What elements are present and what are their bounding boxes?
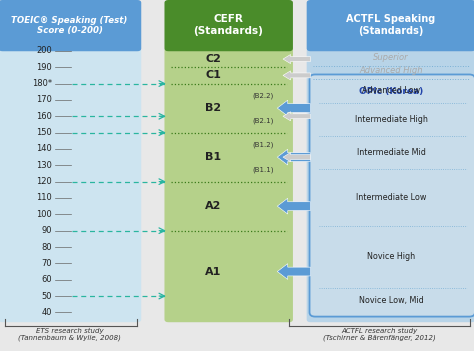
Text: (B1.2): (B1.2) [252, 141, 274, 148]
FancyBboxPatch shape [0, 0, 141, 51]
Text: 120: 120 [36, 177, 52, 186]
Text: Novice High: Novice High [367, 252, 415, 261]
Text: ACTFL research study: ACTFL research study [341, 327, 417, 334]
Text: ETS research study: ETS research study [36, 327, 103, 334]
FancyArrow shape [277, 100, 310, 116]
Text: A2: A2 [205, 201, 221, 211]
Text: 190: 190 [36, 63, 52, 72]
Text: A1: A1 [205, 266, 221, 277]
FancyArrow shape [277, 198, 310, 214]
Text: Superior: Superior [373, 53, 409, 62]
Text: 50: 50 [42, 292, 52, 300]
Text: 110: 110 [36, 193, 52, 203]
Text: 70: 70 [42, 259, 52, 268]
FancyBboxPatch shape [0, 48, 141, 322]
FancyBboxPatch shape [164, 0, 293, 51]
Text: CEFR
(Standards): CEFR (Standards) [193, 14, 264, 36]
Text: 180*: 180* [32, 79, 52, 88]
Text: OPIc (Korea): OPIc (Korea) [359, 87, 423, 97]
FancyBboxPatch shape [164, 48, 293, 322]
FancyArrow shape [283, 71, 310, 80]
Text: 140: 140 [36, 145, 52, 153]
FancyBboxPatch shape [307, 48, 474, 322]
FancyArrow shape [283, 112, 310, 121]
Text: B2: B2 [205, 103, 221, 113]
Text: 40: 40 [42, 308, 52, 317]
Text: Advanced High: Advanced High [359, 66, 423, 75]
FancyArrow shape [277, 264, 310, 279]
Text: 200: 200 [36, 46, 52, 55]
Text: B1: B1 [205, 152, 221, 162]
Text: (Tannenbaum & Wylie, 2008): (Tannenbaum & Wylie, 2008) [18, 335, 121, 341]
Text: C1: C1 [205, 71, 221, 80]
Text: 170: 170 [36, 95, 52, 105]
Text: 80: 80 [42, 243, 52, 252]
Text: TOEIC® Speaking (Test)
Score (0-200): TOEIC® Speaking (Test) Score (0-200) [11, 15, 128, 35]
Text: 90: 90 [42, 226, 52, 235]
FancyBboxPatch shape [310, 74, 474, 317]
Text: ACTFL Speaking
(Standards): ACTFL Speaking (Standards) [346, 14, 436, 36]
FancyArrow shape [283, 54, 310, 64]
FancyBboxPatch shape [307, 0, 474, 51]
Text: C2: C2 [205, 54, 221, 64]
Text: 60: 60 [42, 275, 52, 284]
FancyArrow shape [283, 153, 310, 162]
Text: Intermediate Low: Intermediate Low [356, 193, 426, 202]
Text: Novice Low, Mid: Novice Low, Mid [359, 296, 423, 305]
Text: (Tschirner & Bärenfänger, 2012): (Tschirner & Bärenfänger, 2012) [323, 335, 436, 341]
Text: (B1.1): (B1.1) [252, 166, 274, 173]
FancyArrow shape [277, 149, 310, 165]
Text: 100: 100 [36, 210, 52, 219]
Text: Advanced Low: Advanced Low [362, 86, 420, 95]
Text: (B2.2): (B2.2) [253, 93, 273, 99]
Text: Intermediate High: Intermediate High [355, 115, 428, 124]
Text: 160: 160 [36, 112, 52, 121]
Text: 150: 150 [36, 128, 52, 137]
Text: (B2.1): (B2.1) [252, 117, 274, 124]
Text: 130: 130 [36, 161, 52, 170]
Text: Intermediate Mid: Intermediate Mid [356, 148, 426, 157]
